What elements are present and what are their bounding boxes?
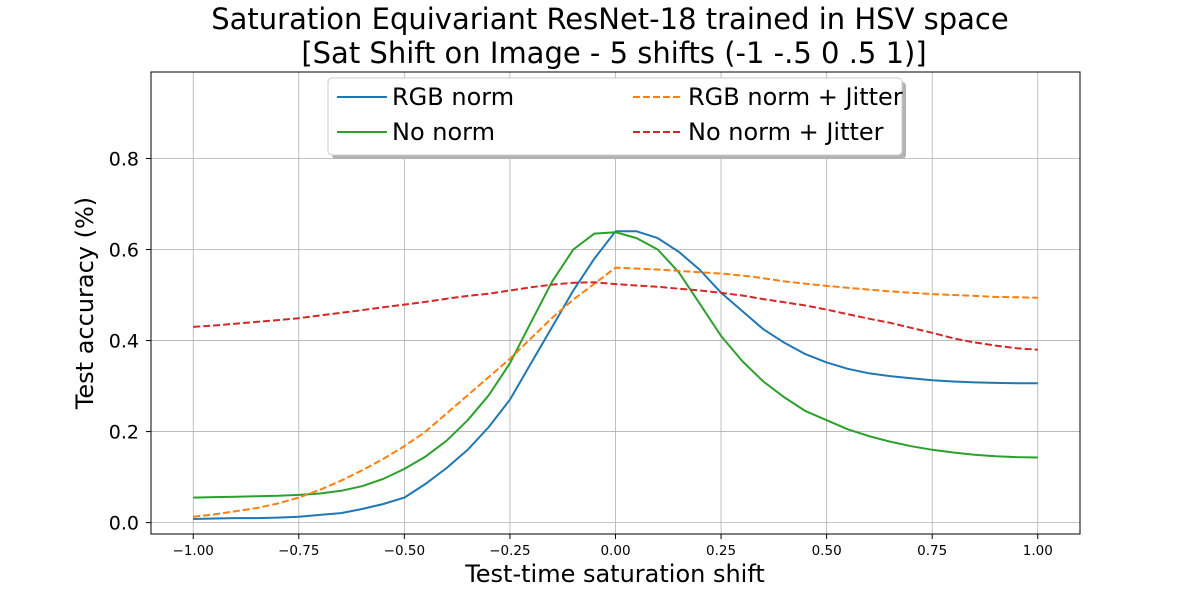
series-line-no-norm bbox=[193, 231, 1038, 499]
y-tick-label: 0.2 bbox=[109, 422, 139, 444]
chart-title-line-1: Saturation Equivariant ResNet-18 trained… bbox=[211, 2, 1008, 36]
legend-box bbox=[327, 77, 903, 156]
x-tick-label: 0.75 bbox=[917, 543, 947, 559]
legend-label-no-norm-jitter: No norm + Jitter bbox=[688, 118, 884, 146]
chart-title-line-2: [Sat Shift on Image - 5 shifts (-1 -.5 0… bbox=[301, 36, 926, 70]
x-tick-label: −0.75 bbox=[278, 543, 319, 559]
legend-label-rgb-norm-jitter: RGB norm + Jitter bbox=[688, 83, 903, 111]
x-tick-label: 0.50 bbox=[812, 543, 842, 559]
x-tick-label: −0.50 bbox=[384, 543, 425, 559]
y-tick-label: 0.8 bbox=[109, 148, 139, 170]
x-axis-ticks: −1.00 −0.75 −0.50 −0.25 0.00 0.25 0.50 0.75 1.00 bbox=[173, 534, 1053, 559]
x-tick-label: −0.25 bbox=[489, 543, 530, 559]
x-tick-label: 0.00 bbox=[600, 543, 630, 559]
y-tick-label: 0.4 bbox=[109, 331, 139, 353]
legend: RGB norm No norm RGB norm + Jitter No norm … bbox=[327, 77, 906, 159]
y-axis-label: Test accuracy (%) bbox=[71, 197, 99, 410]
series-line-no-norm-jitter bbox=[193, 281, 1038, 351]
legend-label-no-norm: No norm bbox=[392, 118, 495, 146]
series-line-rgb-norm-jitter bbox=[193, 266, 1038, 518]
x-tick-label: −1.00 bbox=[173, 543, 214, 559]
legend-label-rgb-norm: RGB norm bbox=[392, 83, 514, 111]
y-tick-label: 0.0 bbox=[109, 513, 139, 535]
x-axis-label: Test-time saturation shift bbox=[464, 560, 765, 588]
x-tick-label: 1.00 bbox=[1023, 543, 1053, 559]
y-tick-label: 0.6 bbox=[109, 240, 139, 262]
series-lines bbox=[193, 230, 1038, 520]
y-axis-ticks: 0.0 0.2 0.4 0.6 0.8 bbox=[109, 148, 151, 535]
x-tick-label: 0.25 bbox=[706, 543, 736, 559]
